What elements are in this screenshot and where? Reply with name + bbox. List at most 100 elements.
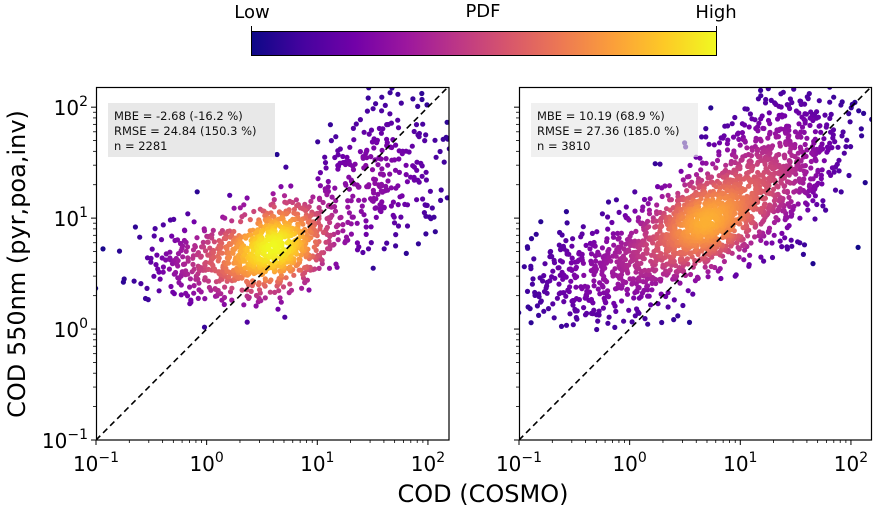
scatter-point [144,285,150,291]
scatter-point [283,275,289,281]
scatter-point [360,249,366,256]
scatter-point [393,232,399,238]
scatter-point [846,172,852,179]
scatter-point [389,157,395,163]
scatter-point [708,105,714,111]
scatter-point [724,147,731,153]
scatter-point [160,269,166,275]
scatter-point [748,240,754,246]
scatter-point [759,149,766,156]
scatter-point [603,260,610,266]
scatter-point [567,284,573,290]
stat-n-right: n = 3810 [537,139,591,153]
scatter-point [547,278,553,284]
scatter-point [264,218,270,225]
scatter-point [737,176,744,182]
scatter-point [227,228,233,234]
scatter-point [696,185,702,191]
scatter-point [333,261,339,267]
scatter-point [451,160,456,165]
scatter-point [350,125,356,131]
scatter-point [370,187,376,193]
y-tick-label: 101 [54,205,88,231]
stats-box-left: MBE = -2.68 (-16.2 %) RMSE = 24.84 (150.… [108,103,275,157]
scatter-point [372,180,378,186]
scatter-point [180,254,186,260]
scatter-point [745,233,751,239]
scatter-point [311,244,317,250]
scatter-point [361,129,367,135]
scatter-point [662,183,668,189]
scatter-point [604,238,610,245]
scatter-point [747,203,753,210]
scatter-point [528,266,534,272]
scatter-point [410,96,416,102]
scatter-point [680,177,686,183]
scatter-point [538,219,544,225]
scatter-points-left [96,87,456,330]
scatter-point [267,289,273,295]
scatter-point [525,245,531,251]
scatter-point [639,207,645,213]
scatter-point [326,265,333,271]
scatter-point [745,183,752,189]
scatter-point [724,141,731,147]
scatter-point [342,240,348,246]
scatter-point [657,228,663,234]
scatter-point [236,252,242,258]
scatter-point [671,297,677,303]
scatter-point [605,214,611,220]
scatter-point [308,198,314,204]
scatter-point [789,99,795,106]
scatter-point [652,253,658,259]
scatter-point [574,274,580,280]
scatter-point [767,202,773,208]
scatter-point [841,150,847,156]
scatter-point [645,283,651,289]
scatter-point [168,283,174,290]
scatter-point [419,173,425,179]
scatter-point [377,171,384,177]
scatter-point [799,124,806,130]
scatter-point [440,136,446,142]
scatter-point [578,234,584,240]
scatter-point [244,248,250,254]
scatter-point [243,235,249,241]
scatter-point [423,177,429,183]
scatter-point [807,122,813,128]
scatter-point [380,126,386,132]
scatter-point [278,299,284,305]
scatter-point [818,129,824,135]
scatter-point [384,240,390,246]
scatter-point [766,110,772,116]
scatter-point [831,94,837,100]
scatter-point [160,222,166,228]
scatter-point [347,144,353,150]
scatter-point [618,230,625,236]
scatter-point [824,149,830,155]
scatter-point [195,250,201,256]
scatter-point [210,227,216,233]
scatter-point [838,189,844,195]
scatter-point [783,141,789,148]
scatter-point [831,169,837,175]
scatter-point [247,217,253,223]
scatter-point [392,167,399,173]
scatter-point [801,168,807,174]
scatter-point [356,184,362,190]
scatter-point [711,142,717,148]
scatter-point [583,242,589,248]
scatter-point [632,208,638,214]
scatter-point [357,117,363,123]
scatter-point [680,214,686,220]
scatter-point [716,173,722,179]
scatter-point [325,178,331,185]
scatter-point [570,236,576,242]
scatter-point [814,201,820,208]
scatter-point [653,223,659,230]
scatter-point [723,243,729,249]
scatter-point [569,243,575,249]
scatter-point [217,245,224,251]
scatter-point [596,252,602,258]
scatter-point [409,143,415,149]
